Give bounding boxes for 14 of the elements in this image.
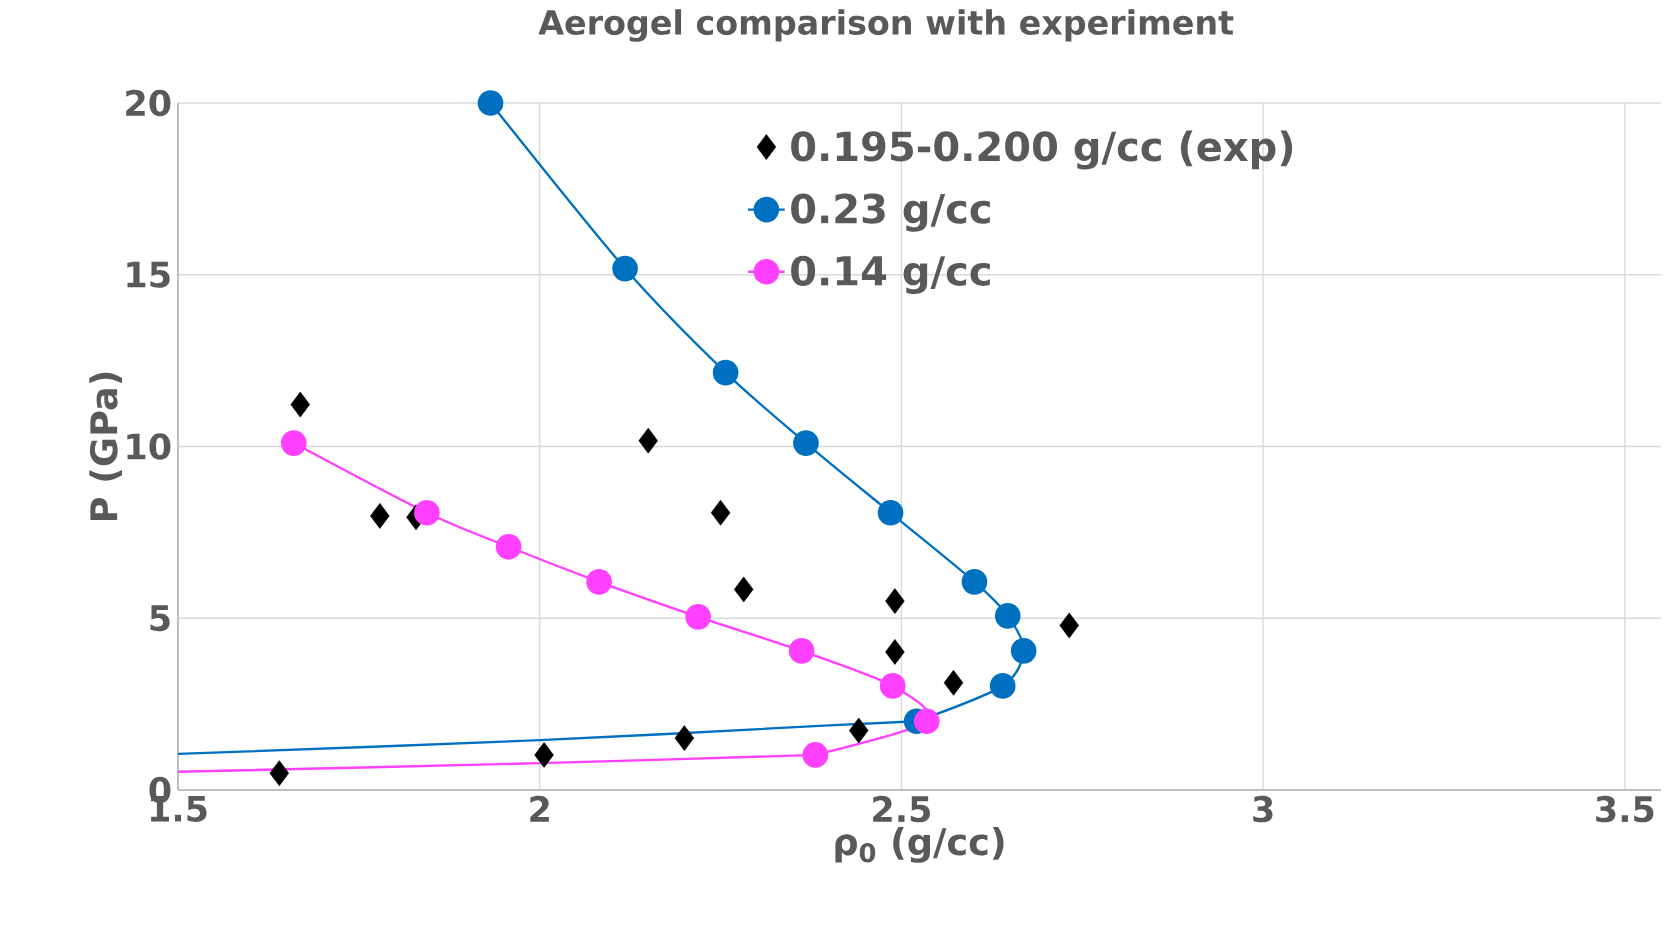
legend-label: 0.14 g/cc xyxy=(791,255,990,294)
y-tick-label: 5 xyxy=(150,605,170,632)
x-tick-label: 3.5 xyxy=(1596,795,1654,823)
x-tick-label: 3 xyxy=(1253,795,1273,823)
chart-title: Aerogel comparison with experiment xyxy=(538,9,1234,42)
legend-label: 0.23 g/cc xyxy=(791,193,990,232)
legend-label: 0.195-0.200 g/cc (exp) xyxy=(791,130,1293,170)
y-tick-label: 10 xyxy=(127,433,171,460)
y-axis-title: P (GPa) xyxy=(89,372,122,521)
y-tick-label: 15 xyxy=(127,261,170,288)
x-tick-label: 2 xyxy=(530,795,549,822)
x-axis-title: ρ$_{0}$ (g/cc) xyxy=(835,827,1004,863)
y-tick-label: 20 xyxy=(126,89,171,117)
x-tick-label: 2.5 xyxy=(873,795,930,823)
